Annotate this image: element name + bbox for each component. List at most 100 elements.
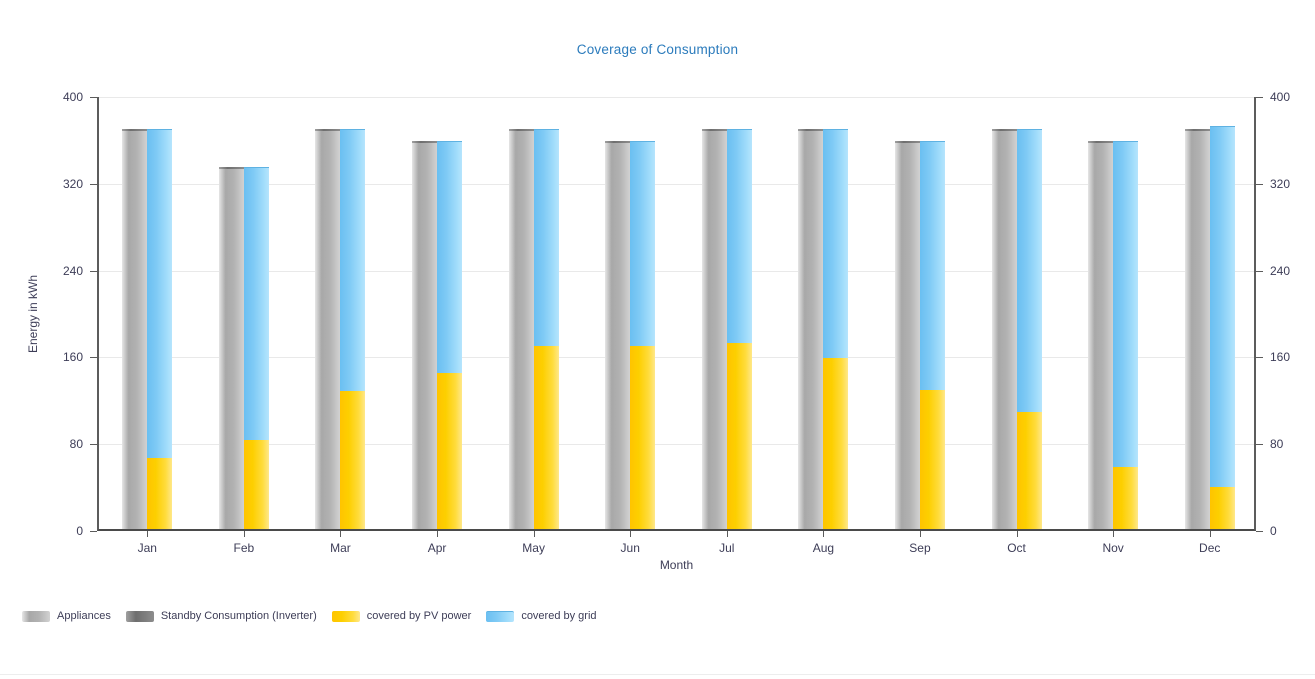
y-tick-right-400	[1256, 97, 1263, 98]
x-tick-label-mar: Mar	[330, 541, 351, 555]
x-tick-oct	[1016, 531, 1018, 537]
legend-item-grid: covered by grid	[486, 610, 597, 622]
legend-swatch-standby	[125, 610, 154, 622]
bar-group-nov	[1088, 95, 1139, 529]
segment-standby-mar	[315, 128, 341, 131]
segment-grid-dec	[1209, 126, 1235, 487]
y-tick-left-160	[90, 357, 97, 359]
segment-grid-may	[533, 128, 559, 346]
consumption-bar-aug	[798, 128, 824, 529]
y-tick-label-left-160: 160	[62, 350, 83, 365]
y-tick-label-left-400: 400	[62, 90, 83, 104]
segment-pv-jul	[726, 343, 752, 529]
segment-pv-mar	[340, 391, 366, 529]
segment-appliances-sep	[894, 142, 920, 529]
coverage-bar-sep	[919, 140, 945, 529]
y-tick-left-400	[90, 97, 97, 98]
segment-standby-nov	[1088, 140, 1114, 143]
segment-standby-feb	[218, 166, 244, 169]
x-tick-feb	[243, 531, 245, 537]
legend-label-standby: Standby Consumption (Inverter)	[160, 610, 317, 622]
segment-pv-oct	[1016, 411, 1042, 529]
coverage-bar-oct	[1016, 128, 1042, 529]
segment-grid-jul	[726, 128, 752, 344]
segment-appliances-dec	[1184, 130, 1210, 529]
segment-standby-sep	[894, 140, 920, 143]
consumption-bar-jul	[701, 128, 727, 529]
segment-standby-jul	[701, 128, 727, 131]
consumption-bar-apr	[412, 140, 438, 529]
y-tick-left-0	[90, 531, 97, 532]
consumption-bar-mar	[315, 128, 341, 529]
segment-standby-dec	[1184, 128, 1210, 131]
bar-group-jul	[701, 95, 752, 529]
x-tick-label-jul: Jul	[719, 541, 735, 555]
bar-group-mar	[315, 95, 366, 529]
segment-grid-aug	[823, 128, 849, 358]
legend-item-pv: covered by PV power	[331, 610, 471, 622]
segment-appliances-feb	[218, 168, 244, 529]
consumption-bar-sep	[894, 140, 920, 529]
y-tick-right-320	[1256, 183, 1263, 185]
chart-legend: Appliances Standby Consumption (Inverter)…	[22, 610, 597, 622]
x-tick-label-may: May	[522, 541, 545, 555]
plot-area: 0 0 80 80 160 160 240 240 320 320 400 400 Jan Feb Mar A…	[63, 90, 1290, 555]
y-tick-left-320	[90, 183, 97, 185]
x-tick-label-jun: Jun	[620, 541, 640, 555]
bar-group-apr	[412, 95, 463, 529]
segment-pv-aug	[823, 357, 849, 529]
legend-label-grid: covered by grid	[521, 610, 597, 622]
bar-group-feb	[218, 95, 269, 529]
legend-item-appliances: Appliances	[22, 610, 111, 622]
bottom-divider	[0, 674, 1315, 675]
legend-swatch-pv	[331, 610, 360, 622]
segment-pv-nov	[1113, 467, 1139, 529]
bar-group-dec	[1184, 95, 1235, 529]
x-tick-dec	[1209, 531, 1211, 537]
y-tick-left-80	[90, 444, 97, 446]
gridline-80	[99, 444, 1254, 446]
legend-item-standby: Standby Consumption (Inverter)	[125, 610, 317, 622]
segment-pv-dec	[1209, 486, 1235, 529]
segment-standby-aug	[798, 128, 824, 131]
x-tick-jun	[630, 531, 632, 537]
segment-grid-sep	[919, 140, 945, 391]
gridline-320	[99, 183, 1254, 185]
y-tick-label-left-240: 240	[62, 263, 83, 278]
bar-group-oct	[991, 95, 1042, 529]
consumption-bar-dec	[1184, 128, 1210, 529]
coverage-bar-dec	[1209, 126, 1235, 529]
x-tick-label-apr: Apr	[427, 541, 447, 555]
x-tick-nov	[1113, 531, 1115, 537]
y-tick-label-right-400: 400	[1270, 90, 1291, 104]
x-tick-jan	[147, 531, 149, 537]
legend-label-appliances: Appliances	[57, 610, 111, 622]
segment-pv-may	[533, 345, 559, 529]
segment-appliances-mar	[315, 130, 341, 529]
legend-swatch-appliances	[22, 610, 50, 622]
y-tick-label-right-320: 320	[1270, 176, 1291, 191]
bar-group-may	[508, 95, 559, 529]
x-tick-aug	[823, 531, 825, 537]
coverage-bar-aug	[823, 128, 849, 529]
segment-pv-sep	[919, 390, 945, 529]
segment-pv-jan	[147, 458, 173, 529]
gridline-400	[99, 97, 1254, 98]
x-tick-apr	[437, 531, 439, 537]
consumption-bar-jan	[122, 128, 148, 529]
segment-grid-oct	[1016, 128, 1042, 412]
y-tick-right-80	[1256, 444, 1263, 446]
segment-standby-jun	[605, 140, 631, 143]
y-tick-label-right-240: 240	[1270, 263, 1291, 278]
segment-appliances-may	[508, 130, 534, 529]
segment-grid-nov	[1113, 140, 1139, 468]
coverage-bar-mar	[340, 128, 366, 529]
gridline-240	[99, 270, 1254, 272]
x-tick-jul	[726, 531, 728, 537]
segment-appliances-nov	[1088, 142, 1114, 529]
y-tick-right-160	[1256, 357, 1263, 359]
segment-grid-mar	[340, 128, 366, 392]
segment-appliances-jul	[701, 130, 727, 529]
segment-appliances-aug	[798, 130, 824, 529]
segment-pv-apr	[437, 372, 463, 529]
